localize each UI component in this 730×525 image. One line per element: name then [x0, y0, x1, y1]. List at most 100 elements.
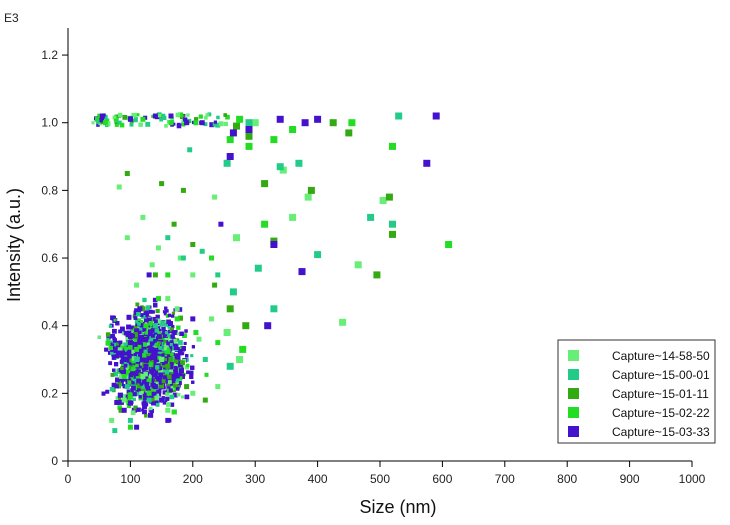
data-point [121, 397, 127, 403]
data-point [177, 255, 183, 261]
cloud-point [144, 382, 150, 387]
cloud-point [113, 371, 118, 377]
data-point [395, 112, 403, 120]
cloud-point [149, 408, 154, 413]
x-tick-label: 700 [495, 472, 515, 486]
x-tick-label: 300 [245, 472, 265, 486]
cloud-point [162, 360, 167, 366]
data-point [301, 119, 309, 127]
x-axis-title: Size (nm) [359, 497, 436, 517]
cloud-point [105, 121, 111, 126]
cloud-point [135, 302, 140, 307]
cloud-point [178, 315, 183, 321]
data-point [209, 255, 214, 261]
data-point [140, 373, 146, 379]
cloud-point [122, 384, 127, 389]
cloud-point [173, 338, 178, 343]
legend-label: Capture~15-00-01 [612, 368, 710, 382]
cloud-point [173, 345, 179, 350]
cloud-point [151, 400, 156, 406]
cloud-point [145, 385, 151, 391]
cloud-point [187, 118, 191, 123]
cloud-point [127, 380, 132, 385]
cloud-point [113, 340, 117, 344]
data-point [289, 213, 297, 221]
cloud-point [170, 334, 175, 339]
data-point [146, 272, 152, 278]
cloud-point [129, 325, 133, 330]
data-point [245, 126, 253, 133]
cloud-point [170, 386, 175, 390]
cloud-point [172, 122, 176, 126]
cloud-point [117, 112, 123, 118]
data-point [423, 159, 431, 167]
cloud-point [176, 123, 182, 129]
legend-label: Capture~15-02-22 [612, 406, 710, 420]
cloud-point [136, 389, 141, 393]
cloud-point [142, 353, 147, 358]
cloud-point [155, 341, 160, 347]
cloud-point [118, 379, 123, 383]
cloud-point [131, 341, 136, 345]
data-point [156, 245, 161, 251]
cloud-point [151, 390, 156, 395]
cloud-point [121, 342, 126, 346]
cloud-point [130, 400, 134, 404]
x-tick-label: 100 [120, 472, 140, 486]
data-point [218, 221, 224, 227]
cloud-point [144, 331, 148, 335]
cloud-point [143, 349, 148, 355]
data-point [379, 197, 387, 204]
data-point [215, 340, 221, 346]
cloud-point [155, 365, 160, 370]
data-point [229, 129, 237, 137]
cloud-point [165, 349, 171, 355]
data-point [264, 322, 272, 330]
data-point [174, 306, 180, 312]
cloud-point [130, 325, 136, 331]
cloud-point [126, 403, 132, 409]
cloud-point [186, 113, 190, 117]
cloud-point [143, 356, 149, 362]
cloud-point [140, 320, 143, 324]
data-point [124, 235, 130, 241]
cloud-point [155, 393, 159, 397]
cloud-point [158, 320, 163, 325]
data-point [159, 181, 165, 187]
data-point [226, 153, 234, 160]
cloud-point [119, 353, 125, 358]
cloud-point [143, 394, 149, 400]
cloud-point [209, 122, 215, 128]
cloud-point [157, 334, 162, 339]
cloud-point [123, 363, 128, 368]
cloud-point [118, 340, 123, 345]
data-point [307, 186, 315, 194]
cloud-point [111, 315, 116, 321]
cloud-point [155, 314, 160, 320]
data-point [199, 248, 205, 254]
cloud-point [166, 382, 171, 386]
cloud-point [164, 331, 169, 335]
cloud-point [155, 309, 160, 313]
data-point [180, 187, 186, 193]
cloud-point [158, 346, 163, 350]
cloud-point [159, 344, 163, 348]
cloud-point [151, 387, 156, 392]
data-point [289, 126, 297, 133]
cloud-point [165, 392, 170, 397]
data-point [149, 262, 155, 268]
cloud-point [114, 384, 119, 389]
cloud-point [146, 370, 151, 374]
cloud-point [167, 372, 171, 376]
cloud-point [125, 361, 131, 367]
data-point [177, 340, 183, 346]
cloud-point [110, 373, 115, 377]
cloud-point [161, 370, 165, 375]
cloud-point [113, 117, 118, 122]
cloud-point [204, 372, 209, 377]
cloud-point [152, 297, 158, 303]
data-point [118, 407, 124, 413]
data-point [389, 142, 396, 150]
cloud-point [136, 113, 140, 117]
